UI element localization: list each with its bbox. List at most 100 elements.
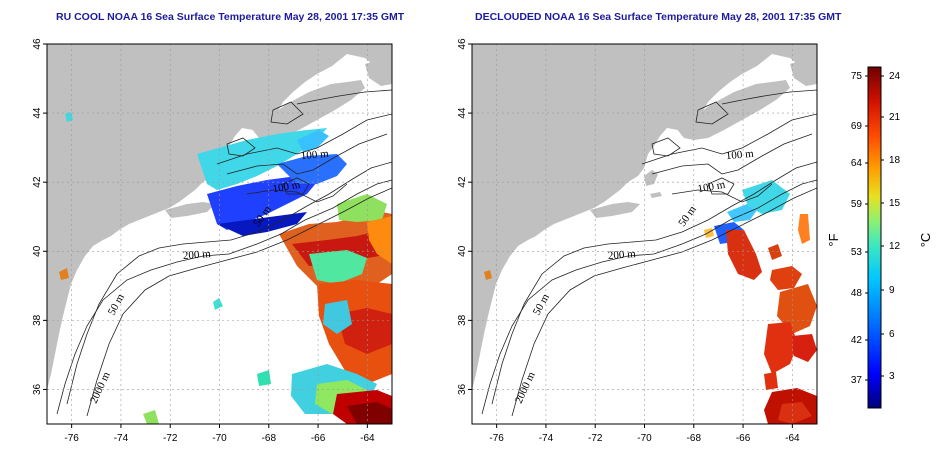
land-polygon (790, 56, 817, 86)
land-polygon (47, 44, 392, 390)
sst-patch (297, 130, 329, 152)
depth-contour (226, 133, 388, 175)
x-tick-label: -66 (311, 433, 326, 444)
sst-patch (347, 402, 392, 424)
celsius-tick-label: 6 (889, 329, 895, 340)
y-tick-label: 36 (32, 383, 43, 395)
sst-patch (213, 298, 223, 310)
contour-label: 100 m (272, 179, 302, 196)
x-tick-label: -76 (489, 433, 504, 444)
fahrenheit-tick-label: 53 (851, 247, 863, 258)
fahrenheit-tick-label: 64 (851, 158, 863, 169)
sst-patch (59, 268, 69, 280)
land-polygon (472, 44, 817, 390)
land-polygon (251, 80, 365, 140)
y-tick-label: 42 (32, 176, 43, 188)
x-tick-label: -70 (637, 433, 652, 444)
fahrenheit-unit-label: °F (826, 233, 841, 246)
x-tick-label: -72 (588, 433, 603, 444)
celsius-tick-label: 9 (889, 285, 895, 296)
y-tick-label: 40 (457, 245, 468, 257)
depth-contour (641, 113, 817, 165)
depth-contour (651, 133, 813, 175)
land-polygon (590, 202, 640, 218)
y-tick-label: 36 (457, 383, 468, 395)
sst-patch (778, 402, 812, 424)
land-polygon (676, 80, 790, 140)
sst-patches (484, 180, 817, 424)
sst-patch (277, 154, 347, 184)
celsius-tick-label: 3 (889, 371, 895, 382)
depth-contour (491, 161, 817, 405)
celsius-unit-label: °C (918, 233, 933, 248)
sst-patch (764, 322, 798, 374)
depth-contour (721, 89, 817, 105)
celsius-tick-label: 18 (889, 155, 901, 166)
contour-label: 100 m (300, 148, 329, 162)
sst-patch (367, 216, 392, 264)
sst-patch (742, 180, 790, 214)
y-tick-label: 46 (457, 38, 468, 50)
fahrenheit-tick-label: 48 (851, 288, 863, 299)
depth-contour (216, 113, 392, 165)
land-polygon (650, 192, 662, 198)
fahrenheit-tick-label: 69 (851, 121, 863, 132)
celsius-tick-label: 15 (889, 198, 901, 209)
panel2-axes: -76 -74 -72 -70 -68 -66 -64 46 44 42 40 38 36 (457, 38, 800, 444)
depth-contour (695, 101, 729, 125)
depth-contour (270, 101, 304, 125)
lat-lon-grid (472, 44, 817, 424)
depth-contour (511, 187, 817, 417)
sst-patch (197, 128, 327, 190)
lat-lon-grid (47, 44, 392, 424)
y-tick-label: 38 (457, 314, 468, 326)
x-tick-label: -72 (163, 433, 178, 444)
x-tick-label: -64 (785, 433, 800, 444)
depth-contour (66, 161, 392, 405)
land-polygon (365, 56, 392, 86)
celsius-tick-label: 21 (889, 112, 901, 123)
fahrenheit-tick-label: 42 (851, 335, 863, 346)
temperature-colorbar: 75 69 64 59 53 48 42 37 24 21 18 15 12 9 6 3 °F °C (826, 66, 933, 409)
y-tick-label: 46 (32, 38, 43, 50)
sst-patch (337, 194, 387, 222)
sst-patch (727, 204, 757, 222)
y-tick-label: 42 (457, 176, 468, 188)
x-tick-label: -74 (539, 433, 554, 444)
land-polygon (165, 202, 215, 218)
sst-patch (764, 372, 778, 390)
sst-patch (770, 266, 802, 290)
panel1-title: RU COOL NOAA 16 Sea Surface Temperature … (56, 11, 405, 23)
colorbar-ticks: 75 69 64 59 53 48 42 37 24 21 18 15 12 9 6 3 (851, 71, 901, 386)
land-mass (472, 44, 817, 390)
celsius-tick-label: 24 (889, 71, 901, 82)
depth-contour (56, 179, 392, 415)
contour-label: 200 m (607, 248, 636, 262)
x-tick-label: -76 (64, 433, 79, 444)
contour-label: 200 m (182, 248, 211, 262)
panel2-title: DECLOUDED NOAA 16 Sea Surface Temperatur… (475, 11, 842, 23)
y-tick-label: 40 (32, 245, 43, 257)
x-tick-label: -68 (687, 433, 702, 444)
y-tick-label: 44 (32, 107, 43, 119)
sst-patch (65, 112, 73, 122)
contour-label: 100 m (725, 148, 754, 162)
sst-patch (257, 370, 271, 386)
depth-contour (282, 177, 310, 195)
depth-contour (226, 137, 256, 157)
y-tick-label: 44 (457, 107, 468, 119)
contour-label: 100 m (697, 179, 727, 196)
x-tick-label: -74 (114, 433, 129, 444)
depth-contour (481, 179, 817, 415)
sst-patch (143, 410, 159, 424)
fahrenheit-tick-label: 75 (851, 71, 863, 82)
celsius-tick-label: 12 (889, 241, 901, 252)
x-tick-label: -66 (736, 433, 751, 444)
sst-patch (484, 270, 492, 280)
sst-patch (726, 230, 762, 280)
y-tick-label: 38 (32, 314, 43, 326)
sst-patch (777, 284, 817, 334)
sst-patch (323, 300, 352, 334)
depth-contour (707, 177, 735, 195)
